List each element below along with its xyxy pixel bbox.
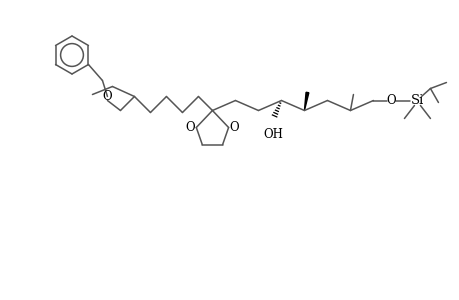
- Text: O: O: [386, 94, 395, 107]
- Polygon shape: [304, 92, 308, 110]
- Text: O: O: [102, 90, 112, 103]
- Text: O: O: [230, 121, 239, 134]
- Text: Si: Si: [410, 94, 423, 107]
- Text: O: O: [185, 121, 195, 134]
- Text: OH: OH: [263, 128, 283, 140]
